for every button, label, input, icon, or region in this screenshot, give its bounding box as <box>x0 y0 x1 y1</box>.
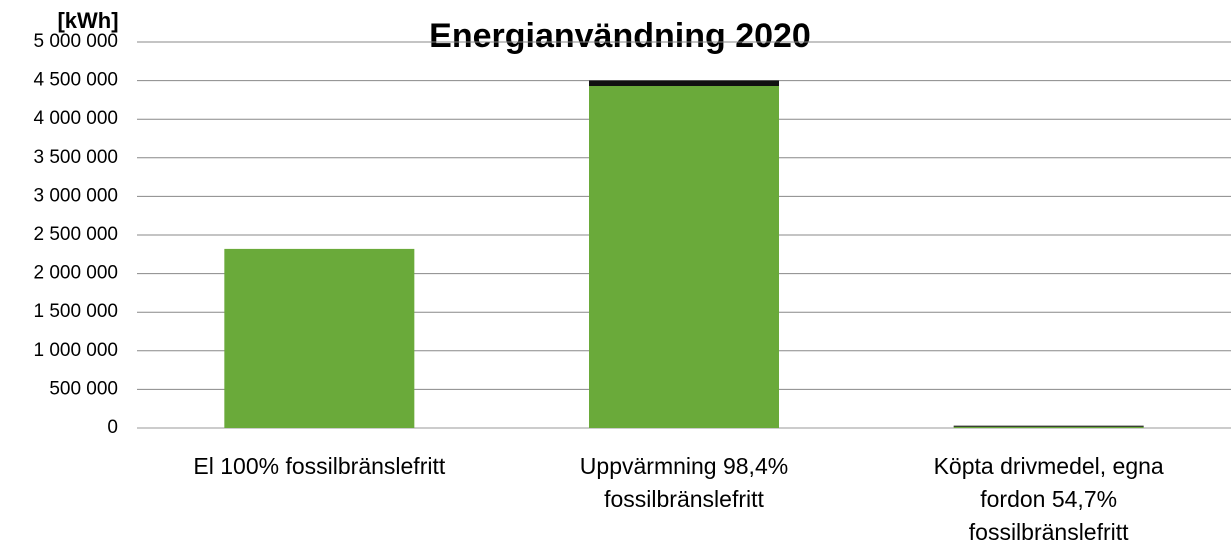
bar-segment <box>953 425 1144 427</box>
x-tick-label: Köpta drivmedel, egna fordon 54,7% fossi… <box>933 453 1164 545</box>
bar-segment <box>953 426 1144 428</box>
y-tick-label: 1 500 000 <box>33 301 118 322</box>
x-tick-label: El 100% fossilbränslefritt <box>193 453 446 479</box>
y-axis-label: [kWh] <box>57 8 118 33</box>
bar-segment <box>589 86 779 428</box>
y-tick-label: 4 000 000 <box>33 108 118 129</box>
y-tick-label: 2 000 000 <box>33 263 118 284</box>
bar-segment <box>224 248 415 428</box>
y-tick-label: 5 000 000 <box>33 31 118 52</box>
y-tick-label: 3 500 000 <box>33 147 118 168</box>
y-tick-label: 0 <box>107 417 118 438</box>
chart-title: Energianvändning 2020 <box>429 17 811 55</box>
y-tick-label: 2 500 000 <box>33 224 118 245</box>
y-tick-label: 500 000 <box>49 378 118 399</box>
y-tick-label: 1 000 000 <box>33 340 118 361</box>
y-tick-label: 4 500 000 <box>33 70 118 91</box>
bar-segment <box>589 80 779 87</box>
y-tick-label: 3 000 000 <box>33 185 118 206</box>
x-tick-label: Uppvärmning 98,4% fossilbränslefritt <box>579 453 789 512</box>
